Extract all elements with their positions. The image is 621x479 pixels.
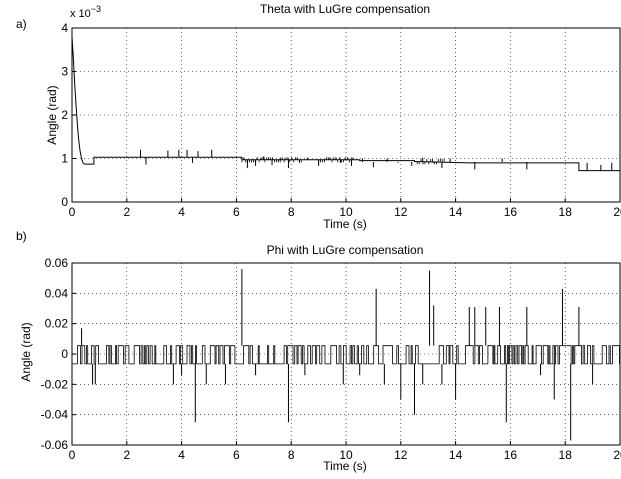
- x-tick-label: 20: [613, 205, 621, 219]
- y-tick-label: 1: [61, 152, 68, 166]
- x-tick-label: 4: [178, 448, 185, 462]
- y-tick-label: 0.06: [45, 256, 69, 270]
- x-tick-label: 4: [178, 205, 185, 219]
- y-tick-label: 0: [61, 195, 68, 209]
- x-tick-label: 18: [559, 448, 573, 462]
- chart-theta: a) Theta with LuGre compensation x 10−3 …: [16, 2, 621, 231]
- y-tick-label: 3: [61, 65, 68, 79]
- x-tick-label: 6: [233, 205, 240, 219]
- x-tick-label: 10: [339, 205, 353, 219]
- x-tick-label: 0: [69, 448, 76, 462]
- x-tick-label: 8: [288, 448, 295, 462]
- chart-title-phi: Phi with LuGre compensation: [267, 243, 424, 257]
- chatter-theta: [416, 158, 445, 165]
- plot-frame-theta: [71, 27, 621, 203]
- tick-labels-phi: 0 2 4 6 8 10 12 14 16 18 20 -0.06 -0.04 -0.02 0 0.02 0.0…: [41, 256, 621, 462]
- x-tick-label: 16: [504, 448, 518, 462]
- series-line-phi: [71, 345, 620, 365]
- y-tick-label: 0: [61, 347, 68, 361]
- x-tick-label: 14: [449, 448, 463, 462]
- y-tick-label: 0.04: [45, 286, 69, 300]
- y-tick-label: -0.02: [41, 377, 69, 391]
- series-theta: [71, 36, 620, 172]
- panel-label-b: b): [16, 229, 27, 243]
- chart-phi: b) Phi with LuGre compensation Angle (ra…: [16, 229, 621, 473]
- x-tick-label: 12: [394, 448, 408, 462]
- x-tick-label: 14: [449, 205, 463, 219]
- plot-frame-phi: [71, 262, 621, 446]
- x-tick-label: 20: [613, 448, 621, 462]
- x-tick-label: 2: [123, 205, 130, 219]
- x-tick-label: 18: [559, 205, 573, 219]
- y-tick-label: 4: [61, 21, 68, 35]
- y-axis-label-theta: Angle (rad): [45, 85, 59, 144]
- x-axis-label-theta: Time (s): [323, 217, 367, 231]
- x-tick-label: 8: [288, 205, 295, 219]
- y-tick-label: 0.02: [45, 317, 69, 331]
- x-tick-label: 0: [69, 205, 76, 219]
- scale-note: x 10−3: [70, 4, 101, 20]
- panel-label-a: a): [16, 17, 27, 31]
- gridlines-phi: [72, 263, 620, 445]
- x-axis-label-phi: Time (s): [323, 459, 367, 473]
- y-tick-label: -0.06: [41, 438, 69, 452]
- x-tick-label: 12: [394, 205, 408, 219]
- gridlines-theta: [72, 28, 620, 202]
- chart-title-theta: Theta with LuGre compensation: [260, 2, 430, 16]
- series-phi: [71, 269, 620, 441]
- x-tick-label: 16: [504, 205, 518, 219]
- x-tick-label: 2: [123, 448, 130, 462]
- y-axis-label-phi: Angle (rad): [19, 322, 33, 381]
- y-tick-label: -0.04: [41, 408, 69, 422]
- y-tick-label: 2: [61, 108, 68, 122]
- x-tick-label: 10: [339, 448, 353, 462]
- x-tick-label: 6: [233, 448, 240, 462]
- tick-labels-theta: 0246810121416182001234: [61, 21, 621, 219]
